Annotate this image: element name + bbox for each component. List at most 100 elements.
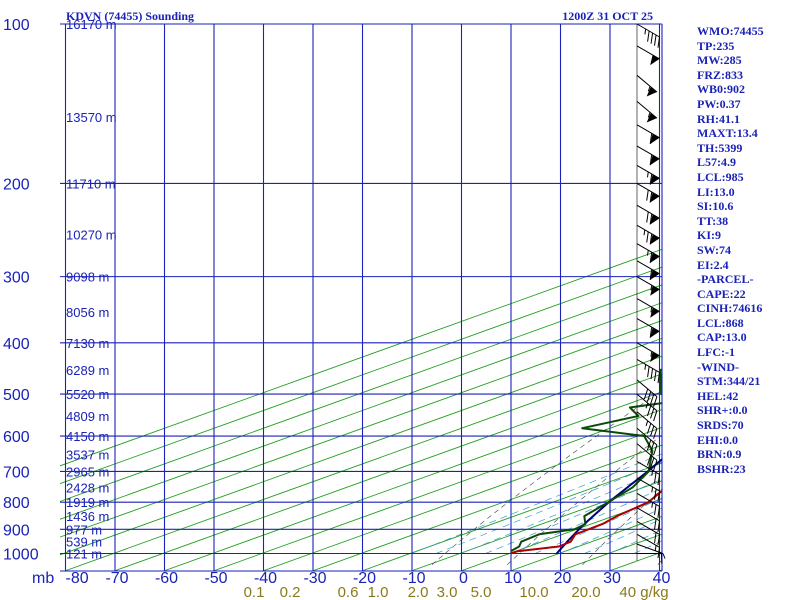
index-value: EHI:0.0: [697, 432, 739, 447]
barb-full: [646, 391, 652, 402]
wind-barb: [636, 427, 658, 456]
barb-shaft: [636, 358, 660, 373]
wind-barb: [636, 260, 660, 281]
wind-barb: [636, 204, 660, 225]
height-label: 4150 m: [66, 429, 109, 444]
barb-shaft: [636, 533, 660, 548]
barb-flag: [650, 327, 660, 338]
wind-barbs: [636, 23, 666, 564]
barb-full: [650, 425, 655, 437]
wind-barb: [636, 182, 660, 203]
index-value: HEL:42: [697, 388, 739, 403]
isotherm-line: [113, 373, 662, 571]
barb-full: [653, 444, 658, 456]
barb-full: [654, 504, 657, 516]
height-label: 2965 m: [66, 464, 109, 479]
pressure-tick-label: 300: [3, 270, 30, 287]
barb-full: [646, 439, 652, 451]
barb-full: [653, 460, 658, 471]
barb-full: [649, 233, 653, 245]
wind-barb: [636, 45, 660, 66]
barb-full: [657, 520, 661, 532]
wind-barb: [636, 74, 658, 97]
mixing-ratio-label: 2.0: [408, 584, 429, 600]
barb-full: [657, 547, 661, 559]
barb-full: [660, 552, 663, 564]
barb-shaft: [636, 276, 660, 291]
wind-barb: [636, 124, 660, 145]
barb-half: [650, 306, 653, 313]
barb-full: [654, 370, 657, 382]
barb-full: [647, 30, 650, 42]
pressure-tick-label: 900: [3, 522, 30, 539]
barb-full: [649, 269, 653, 281]
barb-flag: [646, 86, 657, 97]
barb-shaft: [636, 45, 660, 60]
barb-half: [654, 545, 657, 551]
barb-flag: [650, 214, 660, 225]
height-label: 7130 m: [66, 336, 109, 351]
wind-barb: [636, 23, 661, 48]
index-value: LFC:-1: [697, 345, 735, 360]
barb-half: [644, 364, 647, 370]
barb-full: [649, 213, 653, 225]
mixing-ratio-label: 10.0: [519, 584, 548, 600]
mixing-ratio-label: 0.2: [280, 584, 301, 600]
barb-full: [650, 457, 655, 469]
index-value: TP:235: [697, 38, 735, 53]
barb-shaft: [636, 521, 660, 535]
barb-full: [649, 154, 653, 166]
wind-barb: [636, 342, 660, 362]
isotherm-line: [60, 266, 662, 485]
barb-full: [653, 410, 658, 422]
isotherm-line: [60, 337, 662, 556]
wind-barb: [636, 521, 661, 546]
index-value: MW:285: [697, 53, 742, 68]
index-value: LCL:868: [697, 315, 744, 330]
barb-half: [643, 229, 646, 236]
barb-half: [645, 402, 649, 409]
barb-full: [646, 231, 649, 243]
barb-full: [654, 532, 657, 544]
barb-shaft: [636, 100, 658, 119]
barb-full: [654, 34, 657, 46]
index-value: SW:74: [697, 242, 732, 257]
wind-barb: [636, 379, 658, 407]
index-value: STM:344/21: [697, 374, 761, 389]
index-value: EI:2.4: [697, 257, 729, 272]
sounding-traces: [510, 368, 662, 555]
height-label: 13570 m: [66, 110, 117, 125]
isotherm-line: [212, 409, 662, 571]
temperature-tick-label: 10: [504, 570, 522, 587]
height-label: 10270 m: [66, 228, 117, 243]
mixing-ratio-label: 0.1: [244, 584, 265, 600]
barb-full: [649, 133, 653, 145]
isotherm-line: [60, 320, 662, 538]
barb-shaft: [636, 492, 660, 507]
height-label: 121 m: [66, 547, 102, 562]
barb-flag: [650, 234, 660, 245]
barb-full: [657, 372, 661, 384]
temperature-tick-label: -60: [155, 570, 178, 587]
index-value: -PARCEL-: [697, 272, 754, 287]
wind-barb: [636, 507, 661, 532]
wind-barb: [636, 224, 660, 245]
isotherm-line: [262, 426, 662, 571]
index-value: CAPE:22: [697, 286, 746, 301]
height-label: 977 m: [66, 522, 102, 537]
mixing-ratio-label: 1.0: [368, 584, 389, 600]
indices-panel: WMO:74455 TP:235 MW:285 FRZ:833 WB0:902 PW:0.…: [697, 24, 797, 476]
index-value: LI:13.0: [697, 184, 735, 199]
mixing-ratio-label: 0.6: [338, 584, 359, 600]
barb-half: [647, 86, 651, 92]
mixing-ratio-label: 20.0: [571, 584, 600, 600]
index-value: CAP:13.0: [697, 330, 747, 345]
barb-full: [647, 366, 650, 378]
barb-full: [649, 326, 653, 338]
barb-full: [646, 454, 652, 466]
barb-full: [650, 408, 655, 419]
height-label: 1436 m: [66, 509, 109, 524]
index-value: BRN:0.9: [697, 447, 742, 462]
barb-full: [646, 211, 649, 223]
pressure-tick-label: 400: [3, 336, 30, 353]
